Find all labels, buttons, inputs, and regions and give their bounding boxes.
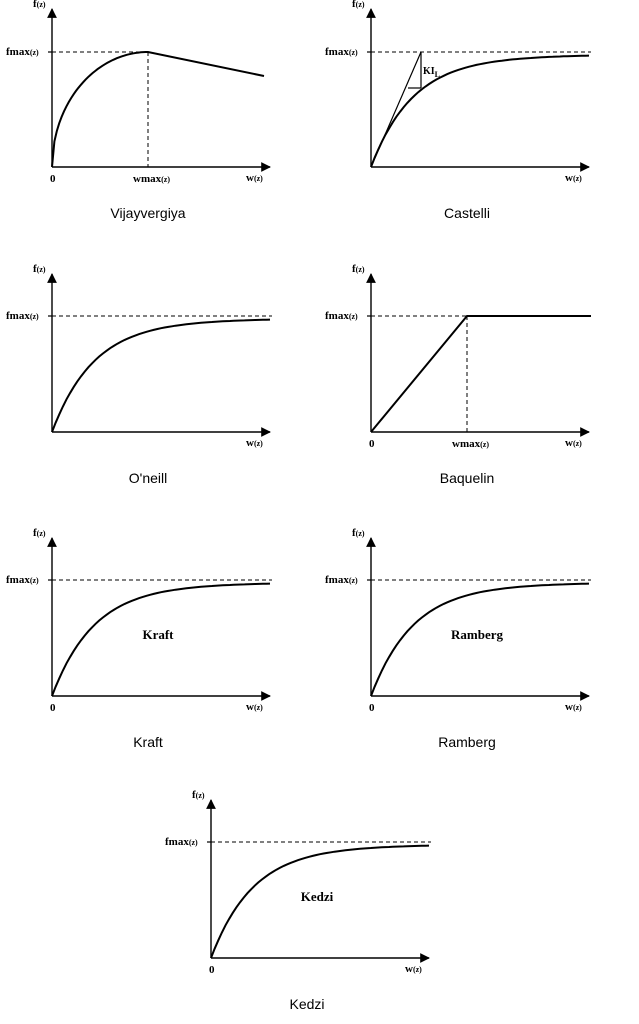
chart-panel-vijayvergiya: f(z) w(z) fmax(z) 0 wmax(z) Vijayvergiya	[6, 0, 271, 221]
load-transfer-curve	[210, 844, 430, 959]
chart-caption: O'neill	[129, 470, 167, 486]
y-axis-label: f(z)	[192, 789, 205, 801]
fmax-tick-label: fmax(z)	[325, 46, 358, 58]
fmax-tick-label: fmax(z)	[6, 310, 39, 322]
load-transfer-curve	[370, 54, 590, 168]
chart-caption: Ramberg	[438, 734, 496, 750]
fmax-tick-label: fmax(z)	[6, 574, 39, 586]
chart-panel-ramberg: f(z) w(z) fmax(z) 0 Ramberg Ramberg	[325, 527, 591, 750]
chart-caption: Kedzi	[289, 996, 324, 1012]
x-axis-label: w(z)	[246, 437, 263, 449]
chart-caption: Kraft	[133, 734, 163, 750]
chart-panel-o-neill: f(z) w(z) fmax(z) O'neill	[6, 263, 272, 486]
origin-label: 0	[209, 964, 215, 976]
chart-caption: Baquelin	[440, 470, 495, 486]
y-axis-label: f(z)	[33, 263, 46, 275]
chart-panel-castelli: f(z) w(z) fmax(z) KIL Castelli	[325, 0, 591, 221]
curve-inner-label: Kraft	[142, 627, 174, 642]
fmax-tick-label: fmax(z)	[165, 836, 198, 848]
load-transfer-curve	[370, 315, 591, 433]
slope-label: KIL	[423, 66, 440, 79]
wmax-tick-label: wmax(z)	[133, 173, 170, 185]
chart-panel-kedzi: f(z) w(z) fmax(z) 0 Kedzi Kedzi	[165, 789, 431, 1012]
load-transfer-curve	[51, 318, 271, 433]
y-axis-label: f(z)	[33, 0, 46, 10]
origin-label: 0	[50, 173, 56, 185]
x-axis-label: w(z)	[565, 437, 582, 449]
chart-caption: Castelli	[444, 205, 490, 221]
x-axis-label: w(z)	[246, 172, 263, 184]
load-transfer-curve	[51, 582, 271, 697]
y-axis-label: f(z)	[352, 0, 365, 10]
origin-label: 0	[50, 702, 56, 714]
load-transfer-curve	[51, 51, 265, 168]
x-axis-label: w(z)	[565, 701, 582, 713]
origin-label: 0	[369, 702, 375, 714]
x-axis-label: w(z)	[405, 963, 422, 975]
load-transfer-curve	[370, 582, 590, 697]
fmax-tick-label: fmax(z)	[6, 46, 39, 58]
chart-panel-kraft: f(z) w(z) fmax(z) 0 Kraft Kraft	[6, 527, 272, 750]
fmax-tick-label: fmax(z)	[325, 310, 358, 322]
chart-caption: Vijayvergiya	[110, 205, 185, 221]
wmax-tick-label: wmax(z)	[452, 438, 489, 450]
x-axis-label: w(z)	[246, 701, 263, 713]
chart-panel-baquelin: f(z) w(z) fmax(z) 0 wmax(z) Baquelin	[325, 263, 591, 486]
fmax-tick-label: fmax(z)	[325, 574, 358, 586]
curve-inner-label: Kedzi	[301, 889, 334, 904]
origin-label: 0	[369, 438, 375, 450]
curve-inner-label: Ramberg	[451, 627, 503, 642]
y-axis-label: f(z)	[33, 527, 46, 539]
y-axis-label: f(z)	[352, 527, 365, 539]
x-axis-label: w(z)	[565, 172, 582, 184]
y-axis-label: f(z)	[352, 263, 365, 275]
